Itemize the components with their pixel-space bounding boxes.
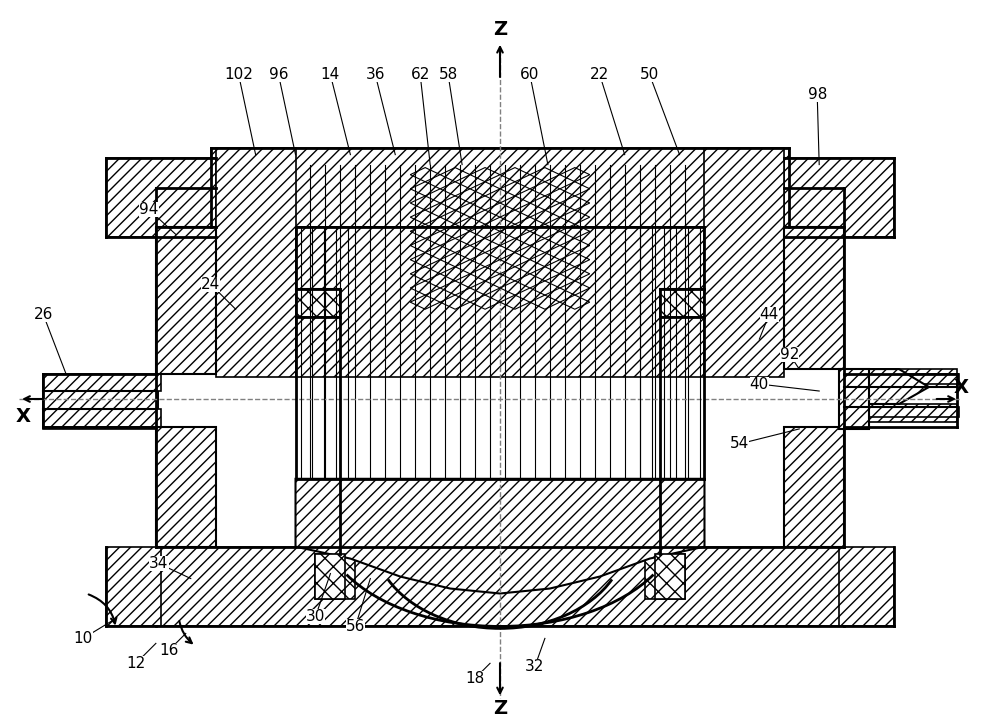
Polygon shape [156, 228, 216, 374]
Bar [784, 158, 894, 238]
Text: X: X [953, 377, 968, 397]
Text: 22: 22 [590, 67, 609, 82]
Polygon shape [315, 554, 345, 598]
Text: 12: 12 [126, 656, 146, 671]
Bar [839, 546, 894, 626]
Polygon shape [869, 374, 959, 384]
Polygon shape [296, 479, 704, 593]
Polygon shape [296, 289, 340, 318]
Polygon shape [869, 407, 959, 417]
Text: 102: 102 [224, 67, 253, 82]
Text: 44: 44 [760, 307, 779, 322]
Text: 32: 32 [525, 659, 545, 674]
Polygon shape [43, 409, 161, 427]
Polygon shape [839, 369, 869, 429]
Text: 94: 94 [139, 202, 159, 217]
Bar [704, 148, 784, 377]
Bar [296, 228, 704, 377]
Text: 18: 18 [465, 671, 485, 685]
Bar [156, 546, 844, 626]
Polygon shape [660, 289, 704, 318]
Text: Z: Z [493, 698, 507, 718]
Text: 60: 60 [520, 67, 540, 82]
Polygon shape [839, 369, 957, 387]
Text: 30: 30 [306, 609, 325, 624]
Polygon shape [839, 369, 869, 429]
Text: 92: 92 [780, 346, 799, 361]
Text: 34: 34 [149, 556, 169, 571]
Polygon shape [839, 404, 957, 422]
Text: 62: 62 [411, 67, 430, 82]
Polygon shape [784, 228, 844, 369]
Text: 58: 58 [439, 67, 458, 82]
Text: 24: 24 [201, 276, 220, 292]
Bar [211, 148, 789, 228]
Bar [43, 379, 158, 429]
Text: 14: 14 [321, 67, 340, 82]
Bar [216, 148, 296, 377]
Text: 56: 56 [346, 619, 365, 634]
Text: 96: 96 [269, 67, 288, 82]
Text: X: X [16, 408, 31, 426]
Polygon shape [315, 554, 355, 598]
Text: Z: Z [493, 20, 507, 40]
Bar [43, 389, 158, 419]
Text: 26: 26 [33, 307, 53, 322]
Text: 36: 36 [366, 67, 385, 82]
Polygon shape [839, 369, 929, 404]
Polygon shape [156, 427, 216, 546]
Text: 10: 10 [73, 631, 93, 646]
Text: 40: 40 [750, 377, 769, 392]
Polygon shape [645, 554, 685, 598]
Bar [106, 158, 216, 238]
Text: 98: 98 [808, 87, 827, 102]
Text: 50: 50 [640, 67, 659, 82]
Polygon shape [43, 374, 161, 391]
Text: 54: 54 [730, 436, 749, 451]
Bar [156, 187, 216, 228]
Bar [106, 546, 161, 626]
Polygon shape [784, 427, 844, 546]
Polygon shape [655, 554, 685, 598]
Text: 16: 16 [159, 643, 179, 658]
Bar [784, 187, 844, 228]
